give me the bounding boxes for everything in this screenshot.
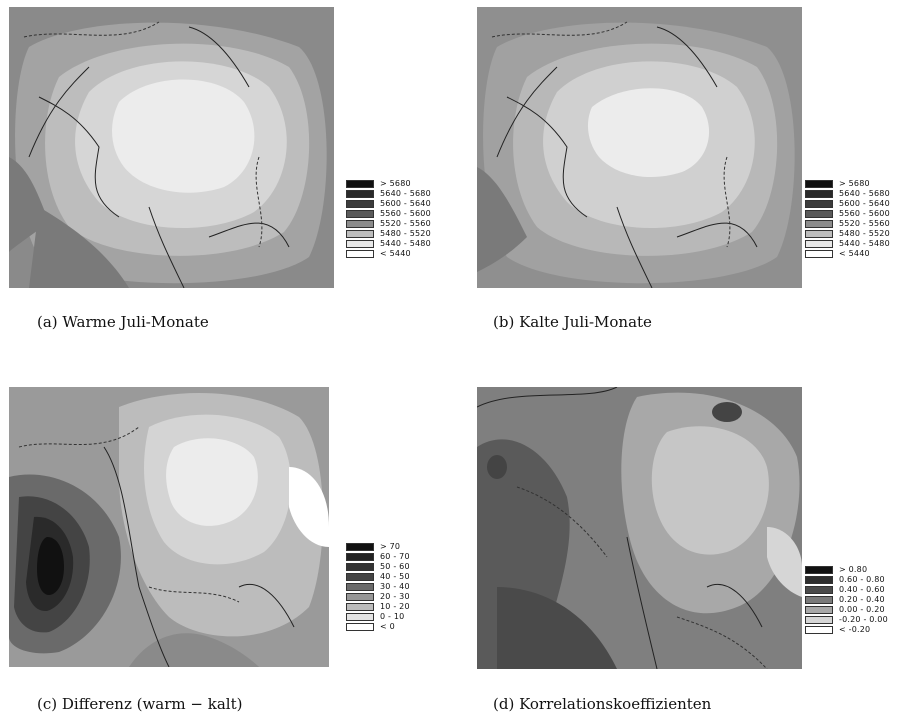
legend-label: < -0.20	[839, 625, 871, 634]
legend-label: 5440 - 5480	[839, 239, 890, 248]
legend-swatch	[805, 190, 833, 198]
legend-swatch	[346, 210, 374, 218]
legend-label: 30 - 40	[380, 582, 410, 591]
legend-swatch	[805, 566, 833, 574]
legend-swatch	[346, 573, 374, 581]
legend-swatch	[346, 250, 374, 258]
map-cold-july	[477, 7, 802, 288]
legend-label: 5480 - 5520	[380, 229, 431, 238]
legend-label: 5560 - 5600	[380, 209, 431, 218]
legend-label: < 5440	[380, 249, 411, 258]
legend-swatch	[346, 230, 374, 238]
legend-label: 5520 - 5560	[839, 219, 890, 228]
legend-swatch	[346, 603, 374, 611]
legend-label: 40 - 50	[380, 572, 410, 581]
map-correlation	[477, 387, 802, 669]
legend-label: > 0.80	[839, 565, 868, 574]
legend-swatch	[346, 190, 374, 198]
legend-swatch	[346, 613, 374, 621]
legend-label: > 5680	[839, 179, 870, 188]
legend-label: 0 - 10	[380, 612, 405, 621]
legend-label: 5600 - 5640	[380, 199, 431, 208]
legend-swatch	[805, 606, 833, 614]
legend-label: < 0	[380, 622, 395, 631]
legend-label: 0.40 - 0.60	[839, 585, 885, 594]
legend-swatch	[805, 210, 833, 218]
legend-swatch	[346, 543, 374, 551]
caption-difference: (c) Differenz (warm − kalt)	[37, 695, 243, 713]
legend-swatch	[346, 583, 374, 591]
legend-label: 0.00 - 0.20	[839, 605, 885, 614]
legend-label: 10 - 20	[380, 602, 410, 611]
legend-swatch	[805, 586, 833, 594]
legend-label: 60 - 70	[380, 552, 410, 561]
legend-label: 5480 - 5520	[839, 229, 890, 238]
caption-warm-july: (a) Warme Juli-Monate	[37, 313, 209, 331]
legend-swatch	[346, 200, 374, 208]
legend-label: 5440 - 5480	[380, 239, 431, 248]
legend-swatch	[346, 563, 374, 571]
legend-label: 5640 - 5680	[839, 189, 890, 198]
legend-swatch	[805, 230, 833, 238]
legend-label: -0.20 - 0.00	[839, 615, 888, 624]
legend-swatch	[346, 623, 374, 631]
legend-swatch	[346, 220, 374, 228]
legend-label: 5520 - 5560	[380, 219, 431, 228]
legend-label: > 70	[380, 542, 401, 551]
legend-label: 0.60 - 0.80	[839, 575, 885, 584]
legend-swatch	[805, 220, 833, 228]
legend-swatch	[346, 593, 374, 601]
legend-swatch	[805, 250, 833, 258]
legend-swatch	[805, 596, 833, 604]
map-warm-july	[9, 7, 334, 288]
map-difference	[9, 387, 329, 667]
caption-correlation: (d) Korrelationskoeffizienten	[493, 695, 712, 713]
legend-label: 5600 - 5640	[839, 199, 890, 208]
legend-swatch	[346, 180, 374, 188]
legend-swatch	[805, 180, 833, 188]
legend-swatch	[805, 240, 833, 248]
legend-label: < 5440	[839, 249, 870, 258]
legend-label: 50 - 60	[380, 562, 410, 571]
legend-swatch	[805, 626, 833, 634]
legend-label: > 5680	[380, 179, 411, 188]
legend-swatch	[346, 240, 374, 248]
legend-label: 20 - 30	[380, 592, 410, 601]
caption-cold-july: (b) Kalte Juli-Monate	[493, 313, 652, 331]
legend-label: 5560 - 5600	[839, 209, 890, 218]
legend-swatch	[805, 616, 833, 624]
legend-label: 0.20 - 0.40	[839, 595, 885, 604]
legend-label: 5640 - 5680	[380, 189, 431, 198]
legend-swatch	[346, 553, 374, 561]
legend-swatch	[805, 200, 833, 208]
legend-swatch	[805, 576, 833, 584]
